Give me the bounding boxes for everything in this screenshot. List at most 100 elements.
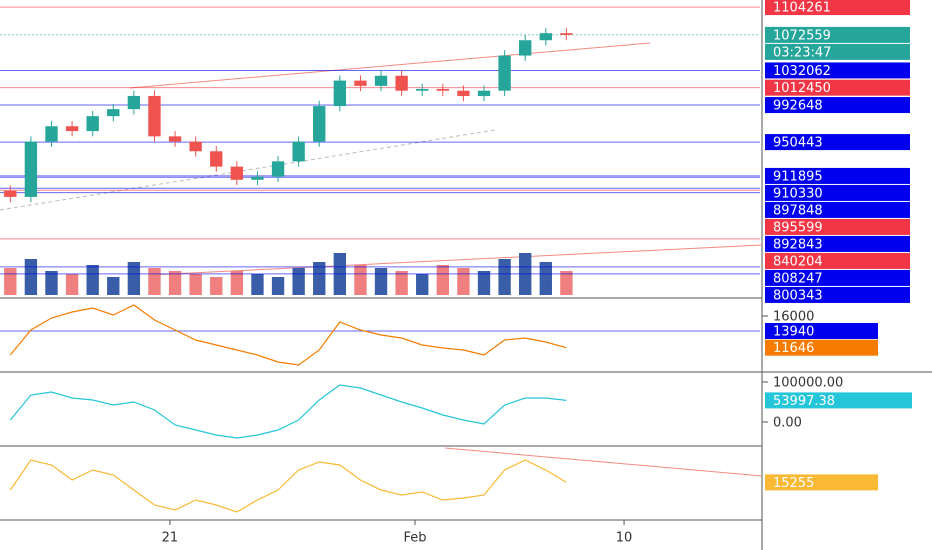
- price-label-box: [765, 235, 910, 252]
- volume-bar: [436, 265, 449, 295]
- volume-bar: [374, 268, 388, 295]
- candle-body: [65, 126, 79, 132]
- last-value-label-box: [765, 474, 878, 491]
- candle-body: [24, 141, 38, 197]
- price-label-box: [765, 286, 910, 303]
- y-tick-label: 0.00: [773, 416, 802, 431]
- price-label-box: [765, 62, 910, 79]
- last-value-label: 15255: [773, 476, 814, 491]
- candle-body: [271, 161, 285, 177]
- candle-body: [210, 151, 223, 167]
- candle-body: [416, 88, 429, 91]
- candle-body: [86, 116, 99, 132]
- x-tick-label: 10: [616, 531, 633, 546]
- price-label-box: [765, 252, 910, 269]
- price-label: 800343: [773, 288, 823, 303]
- x-tick-label: 21: [162, 531, 179, 546]
- indicator-line: [9, 384, 567, 439]
- volume-bar: [354, 265, 367, 295]
- candle-body: [354, 80, 367, 86]
- price-label-box: [765, 134, 910, 151]
- candle-body: [560, 33, 573, 35]
- price-label-box: [765, 97, 910, 114]
- trend-line: [149, 244, 763, 276]
- trend-line: [129, 42, 651, 89]
- x-tick-label: Feb: [403, 531, 426, 546]
- volume-bar: [230, 271, 244, 295]
- volume-bar: [148, 268, 161, 295]
- volume-bar: [395, 271, 408, 295]
- indicator-line: [9, 459, 567, 513]
- volume-bar: [127, 262, 141, 295]
- volume-bar: [210, 277, 223, 295]
- candle-body: [107, 109, 120, 117]
- price-label: 895599: [773, 220, 823, 235]
- price-label: 1104261: [773, 1, 831, 16]
- price-label: 1032062: [773, 64, 831, 79]
- countdown-label-box: [765, 43, 910, 60]
- price-label-box: [765, 79, 910, 96]
- volume-bar: [457, 268, 470, 295]
- candle-body: [395, 75, 408, 91]
- price-label: 897848: [773, 203, 823, 218]
- candle-body: [457, 90, 470, 96]
- price-label: 910330: [773, 186, 823, 201]
- price-label-box: [765, 269, 910, 286]
- candle-body: [251, 176, 264, 180]
- volume-bar: [86, 265, 99, 295]
- volume-bar: [477, 271, 491, 295]
- price-label: 840204: [773, 254, 823, 269]
- volume-bar: [45, 271, 58, 295]
- candle-body: [333, 80, 347, 107]
- last-value-label-box: [765, 339, 878, 356]
- volume-bar: [416, 274, 429, 295]
- last-value-label: 11646: [773, 341, 814, 356]
- volume-bar: [189, 274, 202, 295]
- price-label: 892843: [773, 237, 823, 252]
- y-tick-label: 100000.00: [773, 376, 843, 391]
- countdown-label: 03:23:47: [773, 45, 831, 60]
- volume-bar: [560, 271, 573, 295]
- candle-body: [374, 75, 388, 86]
- price-label-box: [765, 184, 910, 201]
- price-label-box: [765, 0, 910, 16]
- price-label: 950443: [773, 136, 823, 151]
- candle-body: [313, 106, 326, 142]
- volume-bar: [271, 277, 285, 295]
- volume-bar: [251, 274, 264, 295]
- candle-body: [127, 95, 141, 110]
- volume-bar: [292, 268, 305, 295]
- volume-bar: [107, 277, 120, 295]
- plot-layer: 1104261 1072559 03:23:47 1032062 1012450 9926…: [0, 0, 912, 546]
- candle-body: [168, 136, 182, 142]
- price-label-box: [765, 322, 878, 339]
- candle-body: [436, 88, 449, 91]
- candle-body: [477, 90, 491, 96]
- y-tick-label: 16000: [773, 309, 814, 324]
- volume-bar: [168, 271, 182, 295]
- price-label: 992648: [773, 99, 823, 114]
- trend-line: [444, 447, 763, 477]
- candle-body: [148, 95, 161, 137]
- price-label: 1012450: [773, 81, 831, 96]
- indicator-line: [9, 304, 567, 366]
- candle-body: [45, 126, 58, 142]
- volume-bar: [539, 262, 552, 295]
- candle-body: [292, 141, 305, 162]
- price-label: 13940: [773, 324, 814, 339]
- candle-body: [539, 33, 552, 41]
- price-label-box: [765, 201, 910, 218]
- volume-bar: [65, 274, 79, 295]
- last-value-label-box: [765, 392, 912, 409]
- price-label: 911895: [773, 169, 823, 184]
- price-label-box: [765, 218, 910, 235]
- price-label: 1072559: [773, 28, 831, 43]
- candle-body: [230, 166, 244, 180]
- candle-body: [4, 190, 17, 197]
- price-label-box: [765, 167, 910, 184]
- candle-body: [519, 40, 532, 56]
- volume-bar: [4, 268, 17, 295]
- volume-bar: [313, 262, 326, 295]
- candle-body: [189, 141, 202, 152]
